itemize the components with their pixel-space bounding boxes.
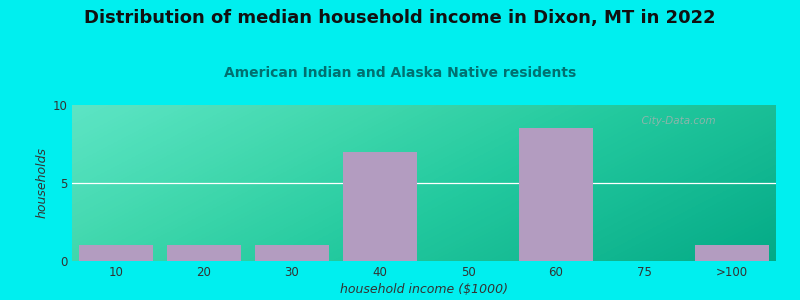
Text: Distribution of median household income in Dixon, MT in 2022: Distribution of median household income … — [84, 9, 716, 27]
Text: American Indian and Alaska Native residents: American Indian and Alaska Native reside… — [224, 66, 576, 80]
X-axis label: household income ($1000): household income ($1000) — [340, 283, 508, 296]
Y-axis label: households: households — [35, 148, 48, 218]
Bar — [78, 245, 154, 261]
Bar — [166, 245, 242, 261]
Bar — [342, 152, 418, 261]
Text: City-Data.com: City-Data.com — [635, 116, 716, 126]
Bar — [518, 128, 594, 261]
Bar — [254, 245, 330, 261]
Bar — [694, 245, 770, 261]
